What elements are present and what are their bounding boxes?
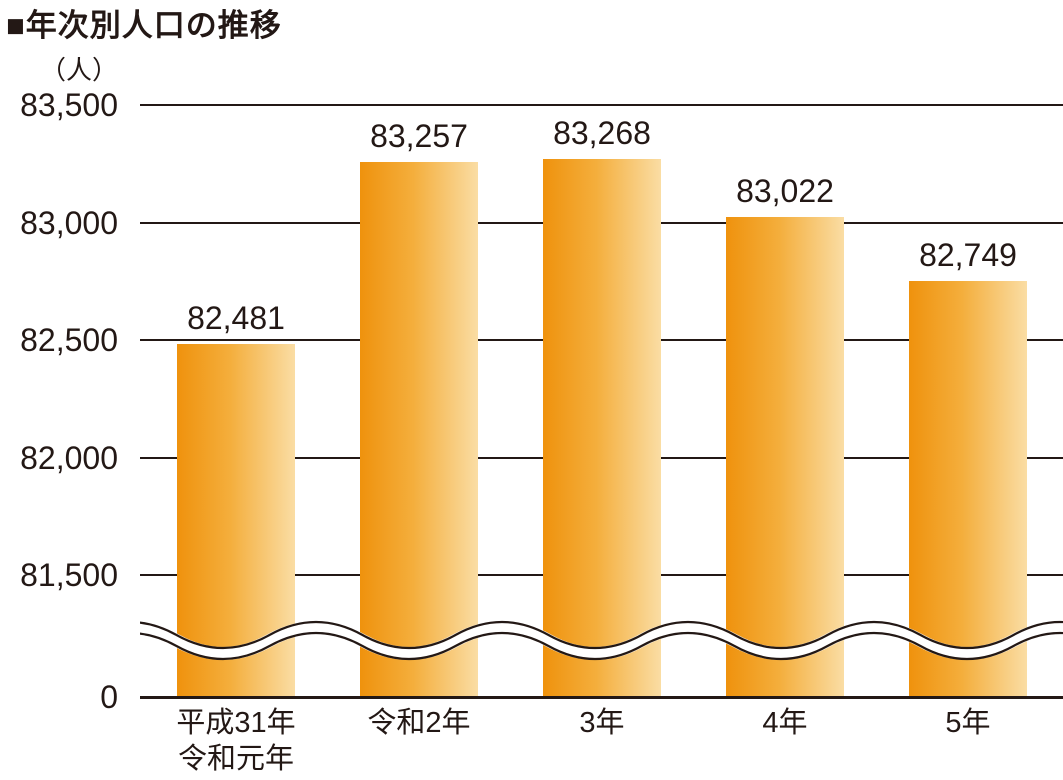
x-axis-label-reiwa4: 4年 (762, 707, 808, 739)
bar-heisei31 (177, 344, 295, 697)
x-axis-label-reiwa5: 5年 (945, 707, 991, 739)
x-axis-label-reiwa2: 令和2年 (367, 707, 471, 739)
bar-reiwa4 (726, 217, 844, 697)
x-axis-label-line2: 令和元年 (177, 743, 294, 775)
x-axis-label-heisei31: 平成31年 令和元年 (126, 705, 346, 777)
y-tick-label: 83,500 (20, 87, 118, 123)
bar-value-label: 83,268 (553, 115, 651, 151)
gridline-83500 (140, 104, 1063, 106)
chart-title: ■年次別人口の推移 (6, 8, 282, 43)
y-tick-label: 83,000 (20, 204, 118, 241)
bar-reiwa5 (909, 281, 1027, 697)
bar-value-label: 83,022 (736, 173, 834, 209)
y-tick-label: 0 (100, 679, 118, 715)
x-axis-label-reiwa3: 3年 (579, 707, 625, 739)
y-tick-label: 81,500 (20, 557, 118, 593)
y-tick-label: 82,000 (20, 439, 118, 476)
y-axis-unit-label: （人） (39, 55, 118, 85)
bar-value-label: 83,257 (370, 118, 468, 154)
bar-value-label: 82,749 (919, 237, 1017, 273)
bar-value-label: 82,481 (187, 300, 285, 336)
bar-reiwa2 (360, 162, 478, 697)
y-tick-label: 82,500 (20, 322, 118, 358)
bar-reiwa3 (543, 159, 661, 697)
x-axis-label-line1: 平成31年 (176, 707, 296, 739)
x-axis-baseline (140, 696, 1063, 699)
